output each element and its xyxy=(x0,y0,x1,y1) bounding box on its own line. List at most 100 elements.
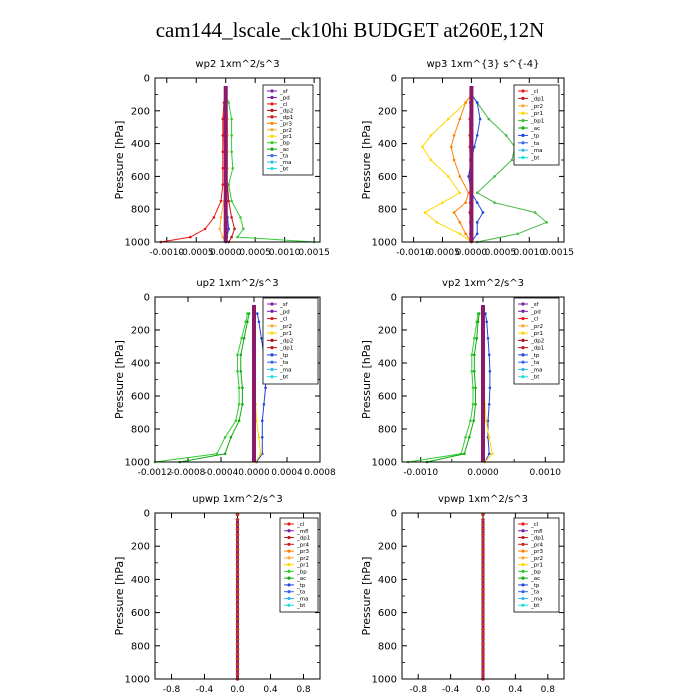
legend-label: _pr1 xyxy=(530,563,543,569)
zero-profile-marker xyxy=(481,537,485,542)
series-point-pr2 xyxy=(219,216,223,219)
x-tick-label: 0.0000 xyxy=(467,468,499,478)
legend-marker-ac xyxy=(521,576,525,580)
x-tick-label: 0.0 xyxy=(476,685,491,695)
legend-label: _dp1 xyxy=(530,536,544,542)
legend-marker-mfl xyxy=(287,529,291,533)
y-tick-label: 200 xyxy=(131,106,150,117)
y-tick-label: 800 xyxy=(378,425,397,436)
legend-label: _pd xyxy=(279,95,290,101)
x-tick-label: -0.0010 xyxy=(149,248,184,258)
legend-label: _mfl xyxy=(296,529,309,535)
legend-marker-cl xyxy=(521,89,525,93)
y-tick-label: 1000 xyxy=(372,675,397,686)
zero-profile-marker xyxy=(481,667,485,671)
legend-label: _pr2 xyxy=(296,556,309,562)
legend-label: _dp2 xyxy=(279,108,293,114)
legend-marker-pr2 xyxy=(521,104,525,108)
legend-marker-ta xyxy=(521,360,525,364)
series-point-ac xyxy=(237,419,241,423)
series-point-tp xyxy=(486,336,490,340)
x-tick-label: -0.0008 xyxy=(171,468,206,478)
legend-label: _ma xyxy=(279,160,291,166)
zero-profile-marker xyxy=(235,592,240,597)
legend-label: _pr3 xyxy=(279,121,293,127)
series-point-ac xyxy=(241,386,244,390)
legend-label: _pr2 xyxy=(530,324,543,330)
x-tick-label: 0.0 xyxy=(230,685,245,695)
zero-profile-marker xyxy=(481,522,485,527)
zero-profile-marker xyxy=(235,517,240,522)
series-point-tp xyxy=(485,320,489,324)
legend-label: _ma xyxy=(530,367,542,373)
series-point-ac xyxy=(247,312,251,315)
legend-label: _pd xyxy=(279,309,290,315)
zero-profile-marker xyxy=(481,617,485,622)
y-tick-label: 400 xyxy=(378,359,397,370)
y-tick-label: 400 xyxy=(378,575,397,586)
series-point-pr1 xyxy=(458,232,462,236)
y-tick-label: 200 xyxy=(378,106,397,117)
legend-marker-pr4 xyxy=(287,542,291,546)
legend-label: _tp xyxy=(530,583,540,589)
series-point-ac xyxy=(246,320,249,324)
zero-profile-marker xyxy=(235,652,240,656)
legend-label: _dp1 xyxy=(530,96,544,102)
zero-profile-marker xyxy=(235,562,240,567)
y-axis-label: Pressure [hPa] xyxy=(113,557,126,636)
y-tick-label: 1000 xyxy=(125,675,150,686)
series-point-pr1 xyxy=(487,435,491,439)
series-point-ac xyxy=(475,336,479,340)
panel-title: upwp 1xm^2/s^3 xyxy=(192,494,282,505)
series-point-pr3 xyxy=(458,175,462,178)
series-point-pr1 xyxy=(435,221,439,224)
legend-label: _pr2 xyxy=(530,556,543,562)
x-tick-label: -0.0005 xyxy=(179,248,214,258)
series-point-ac xyxy=(467,435,471,439)
legend-label: _cl xyxy=(530,89,539,95)
zero-profile-marker xyxy=(481,597,485,602)
legend-marker-cl xyxy=(521,316,525,321)
zero-profile-marker xyxy=(481,612,485,617)
legend-label: _pr4 xyxy=(530,542,544,548)
legend-marker-bt xyxy=(287,603,291,607)
legend-label: _ac xyxy=(530,126,540,132)
legend-label: _bt xyxy=(279,375,289,381)
legend-marker-tp xyxy=(521,133,525,137)
legend-marker-pr1 xyxy=(521,331,525,335)
zero-profile-marker xyxy=(235,547,240,552)
legend-marker-ta xyxy=(521,141,525,145)
legend-label: _bp xyxy=(530,569,541,575)
x-tick-label: 0.0015 xyxy=(542,248,574,258)
legend-marker-ta xyxy=(521,590,525,594)
series-point-dp1 xyxy=(230,216,233,219)
legend-label: _dp1 xyxy=(279,346,293,352)
series-point-bp1 xyxy=(475,191,479,195)
legend-marker-bt xyxy=(521,603,525,607)
series-point-bp xyxy=(242,227,245,231)
series-point-pr3 xyxy=(464,101,467,104)
zero-profile-marker xyxy=(235,567,240,572)
zero-profile-marker xyxy=(481,512,485,517)
zero-profile-marker xyxy=(481,582,485,587)
series-point-bp1 xyxy=(510,158,514,162)
series-point-bp xyxy=(230,117,233,121)
series-point-cl xyxy=(221,166,225,170)
series-point-bp xyxy=(472,336,476,340)
legend-marker-pr2 xyxy=(521,324,525,328)
legend-label: _cl xyxy=(279,102,288,108)
series-point-tp xyxy=(475,221,479,224)
series-point-pr1 xyxy=(458,191,462,195)
legend-marker-pr1 xyxy=(270,134,274,138)
legend-label: _ac xyxy=(296,576,306,582)
legend-marker-tp xyxy=(270,353,274,357)
legend-marker-dp1 xyxy=(521,535,525,540)
legend-label: _cl xyxy=(530,317,539,323)
legend-label: _ta xyxy=(530,141,539,147)
zero-profile-marker xyxy=(235,527,240,532)
series-point-ac xyxy=(241,402,244,406)
series-point-bp1 xyxy=(545,221,548,224)
series-point-tp xyxy=(227,227,230,231)
series-point-pr1 xyxy=(484,419,488,423)
series-point-ac xyxy=(463,452,466,456)
